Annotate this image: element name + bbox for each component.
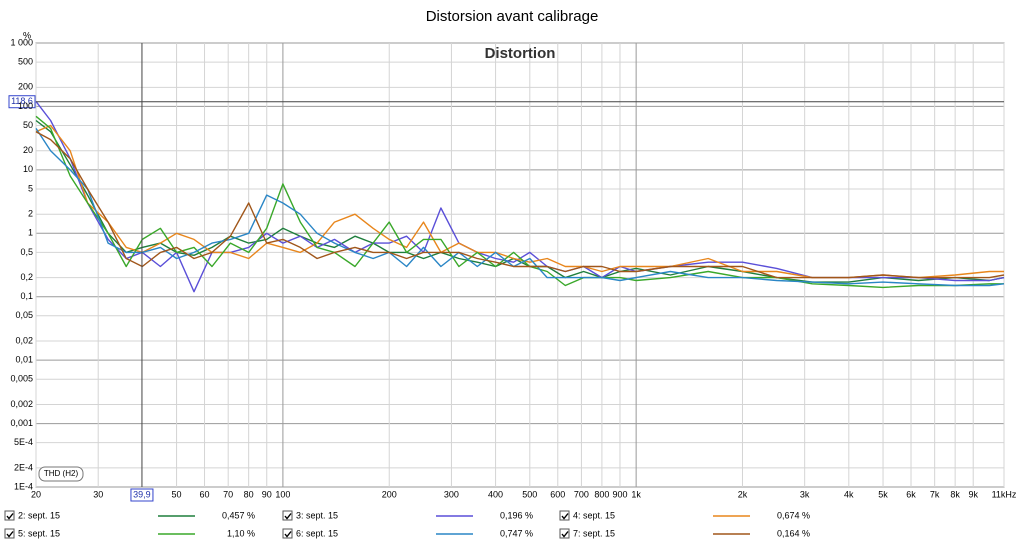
legend-name: 2: sept. 15 <box>18 510 60 520</box>
y-unit: % <box>23 30 31 40</box>
legend-name: 4: sept. 15 <box>573 510 615 520</box>
legend-readout: 0,164 % <box>777 528 810 538</box>
x-tick-label: 3k <box>800 489 810 499</box>
x-tick-label: 70 <box>223 489 233 499</box>
badge: THD (H2) <box>44 469 79 478</box>
y-tick-label: 0,005 <box>10 374 33 384</box>
legend-checkbox <box>559 510 570 521</box>
x-tick-label: 600 <box>550 489 565 499</box>
x-tick-label: 400 <box>488 489 503 499</box>
series-line <box>35 119 1005 283</box>
y-tick-label: 0,01 <box>15 355 33 365</box>
y-tick-label: 200 <box>18 82 33 92</box>
y-tick-label: 0,02 <box>15 335 33 345</box>
legend-check <box>284 531 292 538</box>
y-tick-label: 0,001 <box>10 418 33 428</box>
y-tick-label: 500 <box>18 56 33 66</box>
y-tick-label: 0,2 <box>20 272 33 282</box>
legend-readout: 0,196 % <box>500 510 533 520</box>
legend-checkbox <box>559 528 570 539</box>
legend-checkbox <box>4 510 15 521</box>
x-tick-label: 7k <box>930 489 940 499</box>
y-tick-label: 20 <box>23 145 33 155</box>
x-tick-label: 9k <box>968 489 978 499</box>
x-tick-label: 1k <box>631 489 641 499</box>
legend-readout: 0,747 % <box>500 528 533 538</box>
legend-checkbox <box>282 510 293 521</box>
plot-title: Distortion <box>485 45 556 62</box>
chart-title: Distorsion avant calibrage <box>426 8 599 25</box>
x-tick-label: 800 <box>594 489 609 499</box>
legend-name: 5: sept. 15 <box>18 528 60 538</box>
legend-name: 6: sept. 15 <box>296 528 338 538</box>
cursor-y-box <box>8 95 36 109</box>
y-tick-label: 10 <box>23 164 33 174</box>
x-tick-label: 700 <box>574 489 589 499</box>
legend-name: 3: sept. 15 <box>296 510 338 520</box>
legend-readout: 0,674 % <box>777 510 810 520</box>
x-tick-label: 300 <box>444 489 459 499</box>
x-tick-label: 50 <box>172 489 182 499</box>
y-tick-label: 1E-4 <box>14 481 33 491</box>
series-line <box>35 115 1004 289</box>
x-tick-label: 900 <box>612 489 627 499</box>
x-tick-label: 60 <box>200 489 210 499</box>
legend-check <box>6 531 14 538</box>
legend-checkbox <box>282 528 293 539</box>
x-tick-label: 100 <box>275 489 290 499</box>
y-tick-label: 0,5 <box>20 247 33 257</box>
legend-name: 7: sept. 15 <box>573 528 615 538</box>
x-tick-label: 500 <box>522 489 537 499</box>
y-tick-label: 5 <box>28 183 33 193</box>
legend-checkbox <box>4 528 15 539</box>
series-line <box>35 100 1005 293</box>
y-tick-label: 0,1 <box>20 291 33 301</box>
legend-check <box>561 531 569 538</box>
y-tick-label: 50 <box>23 120 33 130</box>
x-tick-label: 2k <box>738 489 748 499</box>
legend-readout: 1,10 % <box>227 528 255 538</box>
y-tick-label: 1 <box>28 228 33 238</box>
badge-box <box>38 466 84 482</box>
x-tick-label: 80 <box>244 489 254 499</box>
x-tick-label: 11kHz <box>992 489 1017 499</box>
legend-check <box>6 513 14 520</box>
legend-check <box>284 513 292 520</box>
x-tick-label: 200 <box>382 489 397 499</box>
y-tick-label: 2E-4 <box>14 462 33 472</box>
cursor-x-label: 39,9 <box>133 489 151 499</box>
x-tick-label: 30 <box>93 489 103 499</box>
y-tick-label: 2 <box>28 209 33 219</box>
y-tick-label: 100 <box>18 101 33 111</box>
cursor-y-label: 118,6 <box>11 96 33 106</box>
plot-area <box>35 42 1005 488</box>
y-tick-label: 0,05 <box>15 310 33 320</box>
x-tick-label: 5k <box>878 489 888 499</box>
series-line <box>35 128 1005 287</box>
x-tick-label: 90 <box>262 489 272 499</box>
x-tick-label: 8k <box>950 489 960 499</box>
x-tick-label: 20 <box>31 489 41 499</box>
x-tick-label: 6k <box>906 489 916 499</box>
y-tick-label: 5E-4 <box>14 437 33 447</box>
legend-readout: 0,457 % <box>222 510 255 520</box>
y-tick-label: 0,002 <box>10 399 33 409</box>
cursor-x-box <box>130 488 154 502</box>
y-tick-label: 1 000 <box>10 37 33 47</box>
legend-check <box>561 513 569 520</box>
x-tick-label: 4k <box>844 489 854 499</box>
series-line <box>35 131 1005 279</box>
